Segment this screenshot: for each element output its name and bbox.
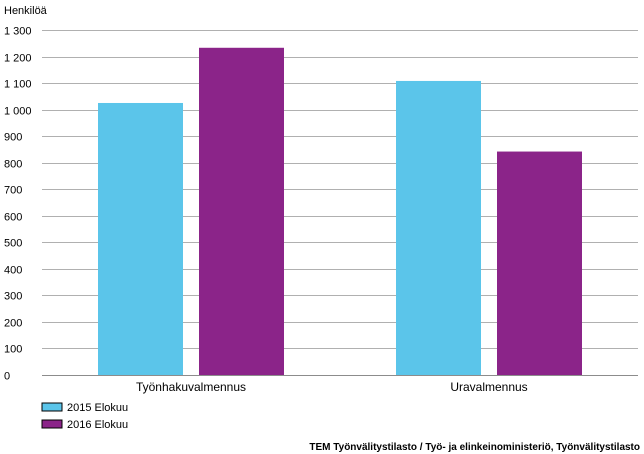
legend-swatch	[41, 419, 63, 429]
bar	[199, 47, 284, 376]
y-tick-label: 1 000	[4, 106, 32, 118]
legend-label: 2016 Elokuu	[67, 419, 128, 431]
y-tick-label: 900	[4, 132, 22, 144]
y-tick-label: 800	[4, 159, 22, 171]
bar	[396, 80, 481, 375]
legend-swatch	[41, 402, 63, 412]
y-tick-label: 100	[4, 344, 22, 356]
bars	[98, 47, 582, 376]
y-tick-label: 1 300	[4, 26, 32, 38]
category-labels: Työnhakuvalmennus Uravalmennus	[136, 380, 528, 394]
y-tick-label: 200	[4, 318, 22, 330]
bar	[497, 151, 582, 375]
y-tick-label: 0	[4, 371, 10, 383]
y-axis-unit-label: Henkilöä	[4, 5, 48, 17]
category-label: Uravalmennus	[450, 380, 527, 394]
category-label: Työnhakuvalmennus	[136, 380, 246, 394]
y-axis-tick-labels: 0 100 200 300 400 500 600 700 800 900 1 000 1 100 1 …	[4, 26, 32, 383]
y-tick-label: 500	[4, 238, 22, 250]
y-tick-label: 400	[4, 265, 22, 277]
legend-label: 2015 Elokuu	[67, 402, 128, 414]
y-tick-label: 1 100	[4, 79, 32, 91]
source-note: TEM Työnvälitystilasto / Työ- ja elinkei…	[309, 442, 640, 453]
y-tick-label: 300	[4, 291, 22, 303]
legend: 2015 Elokuu 2016 Elokuu	[41, 402, 128, 431]
y-tick-label: 700	[4, 185, 22, 197]
y-tick-label: 1 200	[4, 53, 32, 65]
bar	[98, 102, 183, 375]
y-tick-label: 600	[4, 212, 22, 224]
